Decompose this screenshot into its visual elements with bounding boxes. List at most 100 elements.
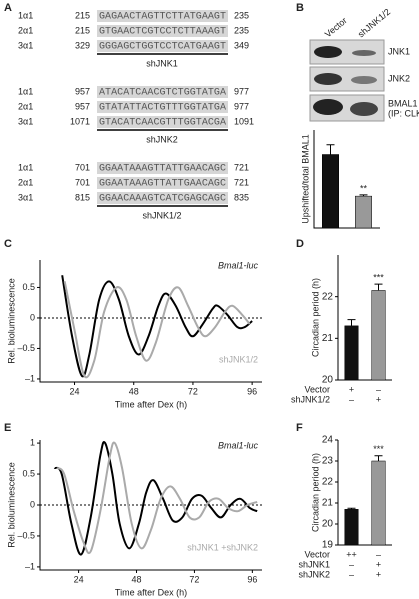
row-label: shJNK2	[298, 569, 330, 579]
start-position: 957	[75, 101, 90, 111]
start-position: 215	[75, 10, 90, 20]
bar	[322, 154, 339, 229]
isoform-name: 1α1	[18, 86, 33, 96]
error-bar	[347, 319, 356, 326]
x-axis-label: Time after Dex (h)	[115, 399, 187, 409]
band	[352, 50, 376, 56]
blot-label: JNK2	[388, 73, 410, 83]
annotation: Bmal1-luc	[218, 440, 259, 450]
y-axis-label: Circadian period (h)	[310, 453, 320, 532]
start-position: 701	[75, 177, 90, 187]
sequence-highlight	[97, 101, 228, 113]
y-tick-label: 23	[322, 456, 334, 467]
bar	[344, 325, 359, 381]
end-position: 721	[234, 177, 249, 187]
end-position: 349	[234, 40, 249, 50]
shrna-label: shJNK1/2	[142, 210, 181, 220]
sequence: ATACATCAACGTCTGGTATGA	[99, 88, 226, 99]
series-line	[53, 440, 258, 556]
error-bar	[347, 507, 356, 510]
panel-label: A	[4, 2, 12, 14]
y-tick-label: –0.5	[17, 343, 35, 353]
panel-label: F	[296, 422, 303, 434]
y-tick-label: 22	[322, 291, 334, 302]
series-line	[63, 281, 251, 379]
axis	[39, 440, 262, 571]
sequence: GGGAGCTGGTCCTCATGAAGT	[99, 42, 226, 53]
panel-label: D	[296, 238, 304, 250]
end-position: 835	[234, 192, 249, 202]
band	[314, 73, 342, 85]
panel-label: C	[4, 238, 12, 250]
y-tick-label: 22	[322, 477, 334, 488]
end-position: 1091	[234, 116, 254, 126]
sequence-highlight	[97, 40, 228, 52]
sequence: GTGAACTCGTCCTCTTAAAGT	[99, 27, 226, 38]
row-mark: –	[376, 384, 381, 394]
row-mark: +	[376, 569, 381, 579]
y-tick-label: 21	[322, 333, 334, 344]
blot-label: JNK1	[388, 46, 410, 56]
x-tick-label: 72	[188, 386, 198, 396]
row-mark: +	[376, 559, 381, 569]
sequence-highlight	[97, 116, 228, 128]
y-tick-label: 0	[30, 312, 35, 322]
x-tick-label: 96	[247, 574, 257, 584]
y-tick-label: 19	[322, 540, 334, 551]
y-tick-label: 0.5	[22, 468, 35, 478]
blot-label: (IP: CLK)	[388, 108, 419, 118]
series-label: shJNK1 +shJNK2	[187, 542, 258, 552]
panel-label: E	[4, 422, 11, 434]
sequence-highlight	[97, 86, 228, 98]
series-label: shJNK1/2	[219, 354, 258, 364]
sequence: GAGAACTAGTTCTTATGAAGT	[99, 12, 226, 23]
sequence: GGAATAAAGTTATTGAACAGC	[99, 179, 226, 190]
end-position: 977	[234, 86, 249, 96]
bar	[355, 195, 372, 229]
x-tick-label: 24	[74, 574, 84, 584]
row-label: Vector	[304, 549, 330, 559]
isoform-name: 2α1	[18, 101, 33, 111]
sequence: GGAATAAAGTTATTGAACAGC	[99, 164, 226, 175]
end-position: 235	[234, 10, 249, 20]
row-mark: –	[349, 394, 354, 404]
row-mark: –	[349, 569, 354, 579]
sequence-highlight	[97, 162, 228, 174]
band	[314, 46, 342, 58]
isoform-name: 2α1	[18, 177, 33, 187]
y-tick-label: –1	[25, 373, 35, 383]
row-label: shJNK1	[298, 559, 330, 569]
sequence: GTATATTACTGTTTGGTATGA	[99, 103, 226, 114]
y-axis-label: Rel. bioluminescence	[6, 462, 16, 548]
panel-label: B	[296, 2, 304, 14]
x-tick-label: 48	[129, 386, 139, 396]
isoform-name: 1α1	[18, 162, 33, 172]
isoform-name: 3α1	[18, 116, 33, 126]
error-bar	[374, 455, 383, 461]
x-tick-label: 48	[132, 574, 142, 584]
blot-label: BMAL1	[388, 98, 418, 108]
y-axis-label: Circadian period (h)	[310, 278, 320, 357]
bar	[371, 290, 386, 381]
series-line	[56, 441, 258, 555]
sequence-highlight	[97, 10, 228, 22]
start-position: 1071	[70, 116, 90, 126]
y-tick-label: 0	[30, 499, 35, 509]
bar	[344, 509, 359, 546]
end-position: 235	[234, 25, 249, 35]
row-mark: –	[349, 559, 354, 569]
series-line	[61, 275, 253, 378]
sequence: GTACATCAACGTTTGGTACGA	[99, 118, 226, 129]
category-label: Vector	[323, 15, 349, 39]
y-tick-label: 20	[322, 519, 334, 530]
y-tick-label: 0.5	[22, 282, 35, 292]
band	[350, 102, 378, 116]
significance: ***	[373, 273, 384, 283]
band	[313, 99, 343, 115]
y-axis-label: Upshifted/total BMAL1	[300, 134, 310, 224]
error-bar	[359, 194, 368, 197]
sequence-highlight	[97, 192, 228, 204]
row-label: shJNK1/2	[291, 394, 330, 404]
start-position: 815	[75, 192, 90, 202]
